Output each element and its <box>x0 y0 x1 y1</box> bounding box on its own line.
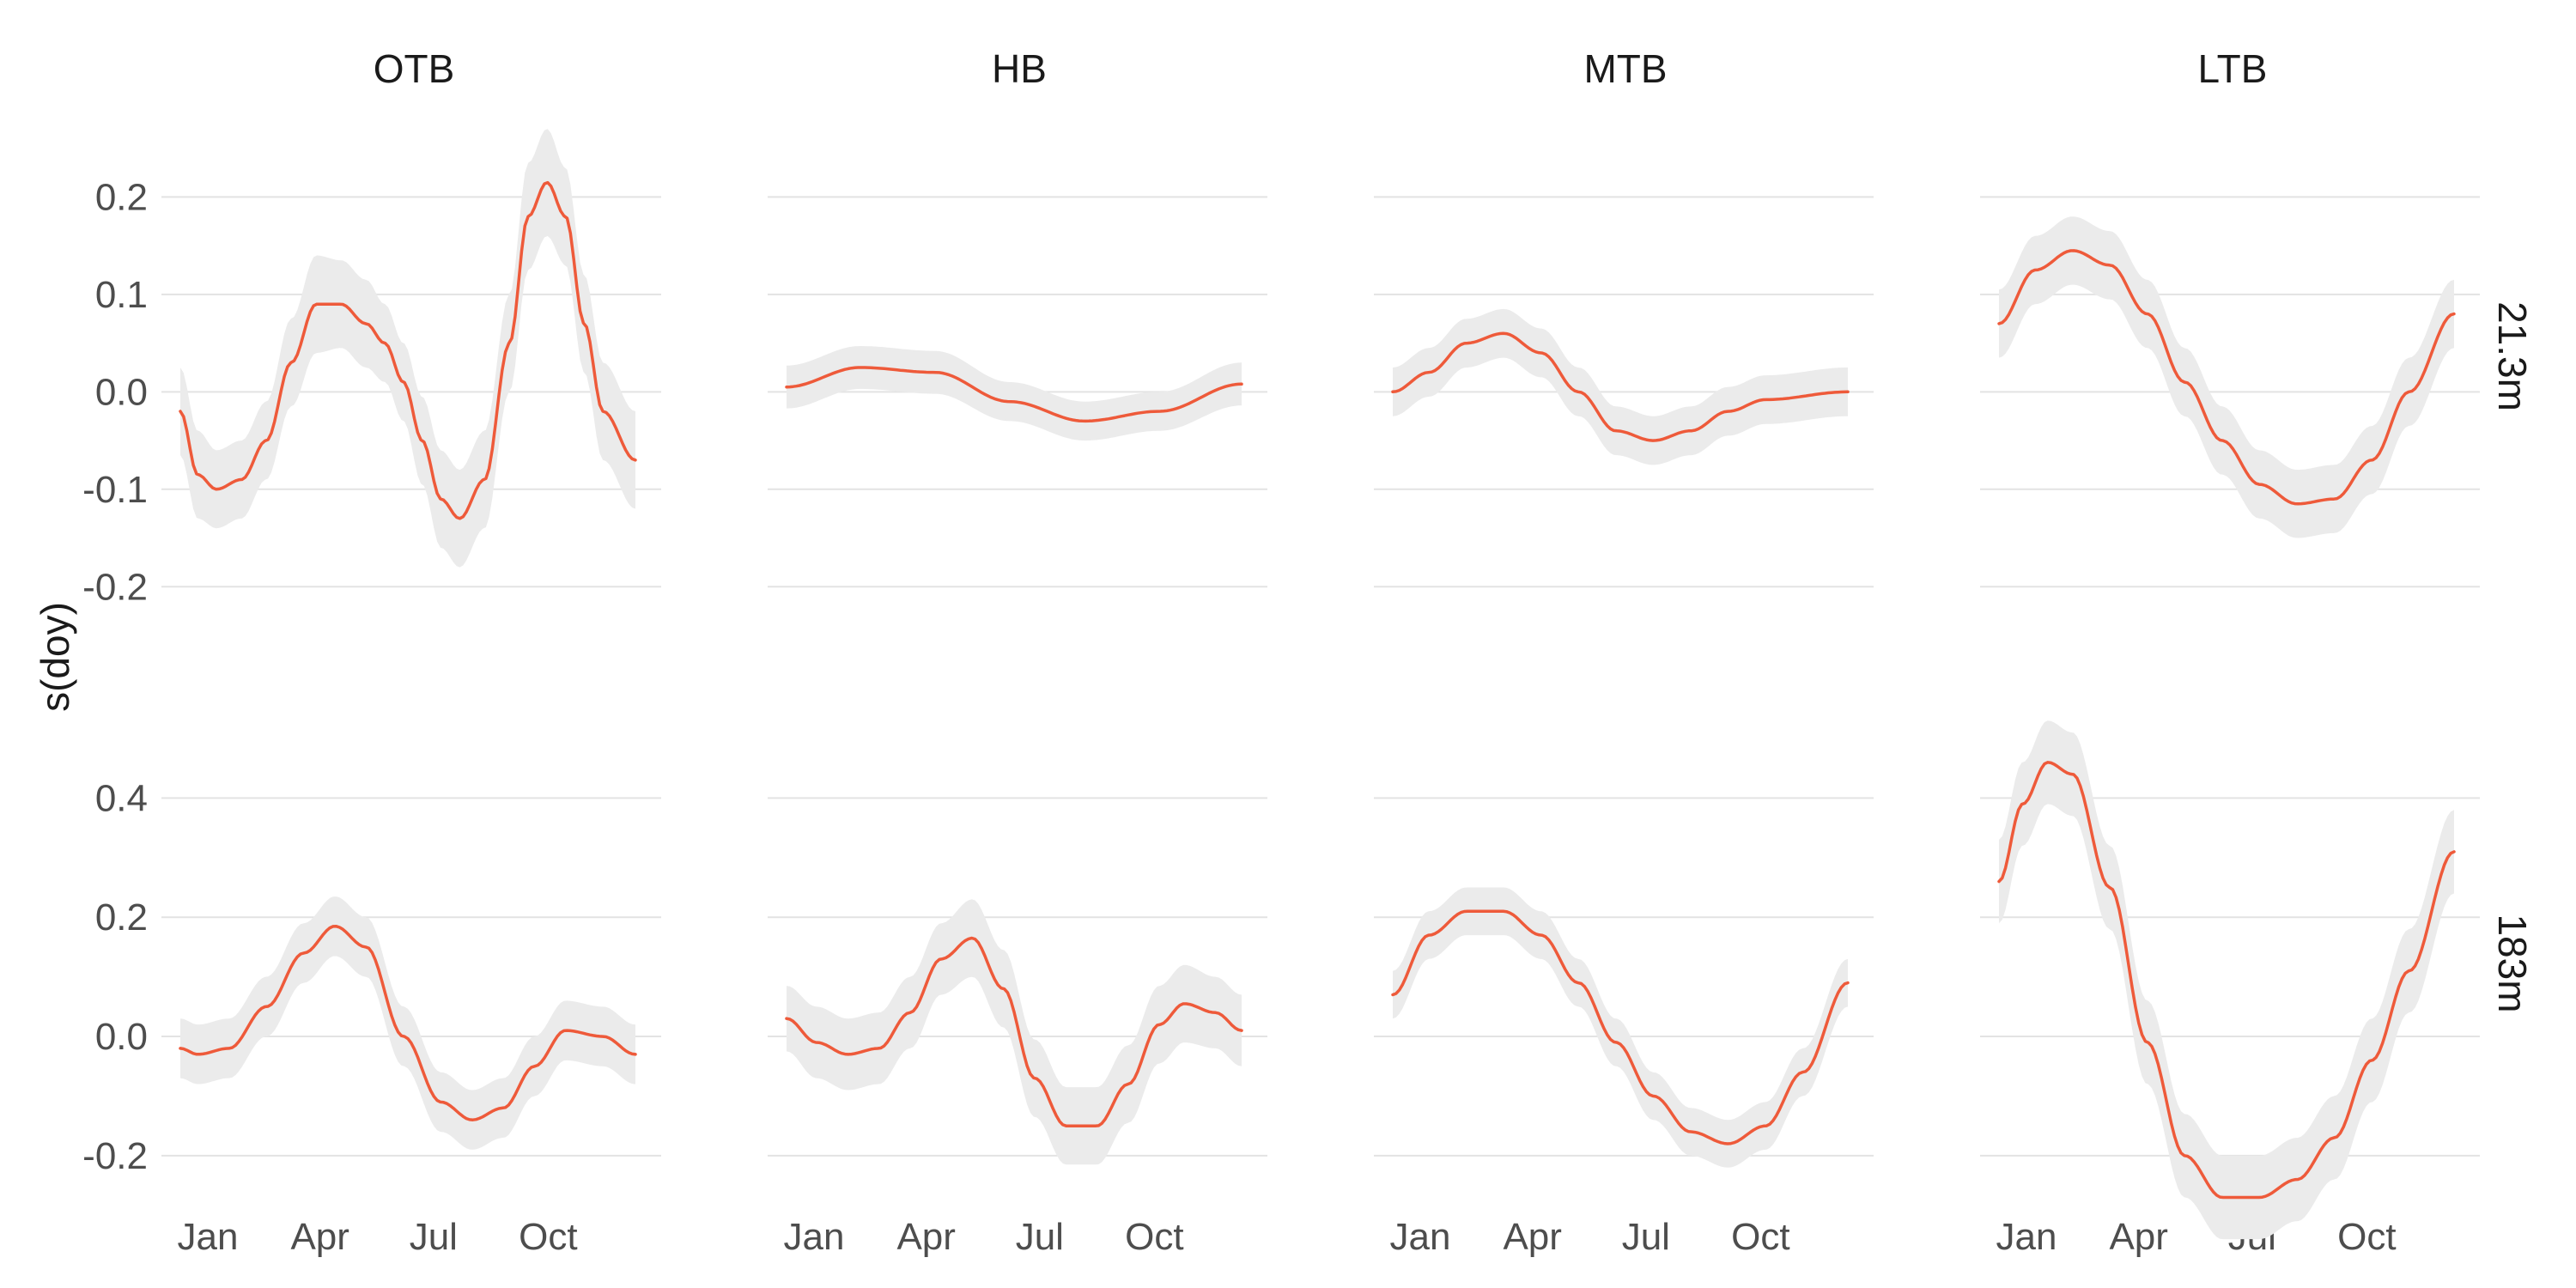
x-tick-label: Apr <box>896 1216 955 1258</box>
x-tick-label: Apr <box>2109 1216 2167 1258</box>
x-tick-label: Jul <box>410 1216 458 1258</box>
smooth-line <box>179 180 637 520</box>
x-tick-label: Oct <box>1731 1216 1789 1258</box>
panel-LTB-183m <box>1997 720 2456 1240</box>
x-tick-label: Oct <box>2337 1216 2396 1258</box>
x-tick-label: Jan <box>1390 1216 1451 1258</box>
row-strip-labels: 21.3m 183m <box>2490 301 2535 1012</box>
confidence-ribbon <box>1999 720 2454 1240</box>
strip-label-col-2: HB <box>992 46 1047 91</box>
smooth-line <box>1997 249 2456 506</box>
panel-OTB-183m <box>179 896 637 1150</box>
strip-label-col-3: MTB <box>1583 46 1667 91</box>
x-tick-label: Oct <box>1125 1216 1183 1258</box>
y-tick-label: 0.0 <box>95 1016 148 1058</box>
x-tick-label: Jul <box>1622 1216 1670 1258</box>
strip-label-col-1: OTB <box>374 46 455 91</box>
strip-label-row-2: 183m <box>2490 914 2535 1012</box>
smooth-line <box>1391 331 1850 442</box>
strip-label-col-4: LTB <box>2198 46 2268 91</box>
x-tick-label: Jan <box>178 1216 239 1258</box>
y-tick-label: -0.2 <box>82 1135 148 1177</box>
x-tick-label: Jul <box>1016 1216 1064 1258</box>
smooth-line <box>785 366 1243 423</box>
y-tick-label: -0.2 <box>82 566 148 608</box>
x-tick-label: Jan <box>784 1216 845 1258</box>
panel-MTB-21.3m <box>1391 308 1850 465</box>
y-axis-title: s(doy) <box>33 602 77 712</box>
smooth-line <box>179 925 637 1121</box>
x-tick-labels: Jan Apr Jul Oct Jan Apr Jul Oct Jan Apr Jul Oct Jan A… <box>178 1216 2397 1258</box>
y-tick-label: 0.2 <box>95 896 148 939</box>
panel-HB-183m <box>785 899 1243 1165</box>
panel-LTB-21.3m <box>1997 216 2456 538</box>
panel-MTB-183m <box>1391 887 1850 1168</box>
confidence-ribbon <box>1393 887 1848 1168</box>
confidence-ribbon <box>1393 308 1848 465</box>
column-strip-labels: OTB HB MTB LTB <box>374 46 2268 91</box>
confidence-ribbon <box>1999 216 2454 538</box>
confidence-ribbon <box>787 899 1242 1165</box>
x-tick-label: Jan <box>1996 1216 2057 1258</box>
confidence-ribbon <box>787 346 1242 441</box>
y-tick-labels: 0.2 0.1 0.0 -0.1 -0.2 0.4 0.2 0.0 -0.2 <box>82 176 148 1176</box>
y-tick-label: 0.1 <box>95 274 148 316</box>
panels <box>161 129 2480 1240</box>
x-tick-label: Oct <box>519 1216 577 1258</box>
confidence-ribbon <box>180 129 635 568</box>
panel-OTB-21.3m <box>179 129 637 568</box>
y-tick-label: -0.1 <box>82 469 148 511</box>
panel-HB-21.3m <box>785 346 1243 441</box>
y-tick-label: 0.4 <box>95 777 148 819</box>
y-tick-label: 0.0 <box>95 371 148 413</box>
strip-label-row-1: 21.3m <box>2490 301 2535 411</box>
y-tick-label: 0.2 <box>95 176 148 218</box>
x-tick-label: Apr <box>290 1216 349 1258</box>
smooth-line <box>785 936 1243 1127</box>
smooth-line <box>1391 909 1850 1145</box>
x-tick-label: Apr <box>1503 1216 1561 1258</box>
smooth-line <box>1997 761 2456 1200</box>
